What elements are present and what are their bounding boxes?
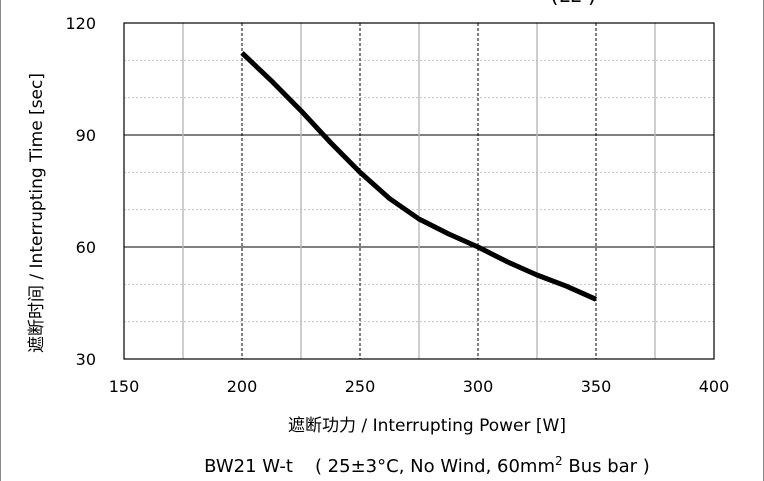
y-tick-label: 30 — [76, 350, 96, 369]
x-tick-label: 300 — [463, 377, 494, 396]
chart-caption: BW21 W-t ( 25±3°C, No Wind, 60mm2 Bus bar… — [204, 454, 650, 477]
series-layer — [240, 51, 598, 302]
y-tick-label: 90 — [76, 126, 96, 145]
x-tick-label: 200 — [227, 377, 258, 396]
x-axis-label: 遮断功力 / Interrupting Power [W] — [288, 416, 566, 436]
x-tick-label: 400 — [699, 377, 730, 396]
corner-fragment: (ʟ̅ʟ̅ ) — [550, 0, 596, 8]
caption-model: BW21 W-t — [204, 456, 293, 477]
x-tick-label: 250 — [345, 377, 376, 396]
x-tick-label: 150 — [109, 377, 140, 396]
plot-frame — [123, 22, 715, 360]
y-tick-labels: 30 60 90 120 — [65, 14, 96, 369]
y-axis-label: 遮断时间 / Interrupting Time [sec] — [27, 73, 47, 353]
caption-conditions: ( 25±3°C, No Wind, 60mm — [315, 456, 555, 477]
x-tick-label: 350 — [581, 377, 612, 396]
grid — [124, 23, 714, 359]
y-tick-label: 120 — [65, 14, 96, 33]
caption-conditions-end: Bus bar ) — [563, 456, 650, 477]
series-line-0 — [240, 51, 598, 302]
caption-superscript: 2 — [555, 454, 563, 468]
y-tick-label: 60 — [76, 238, 96, 257]
x-tick-labels: 150 200 250 300 350 400 — [109, 377, 730, 396]
